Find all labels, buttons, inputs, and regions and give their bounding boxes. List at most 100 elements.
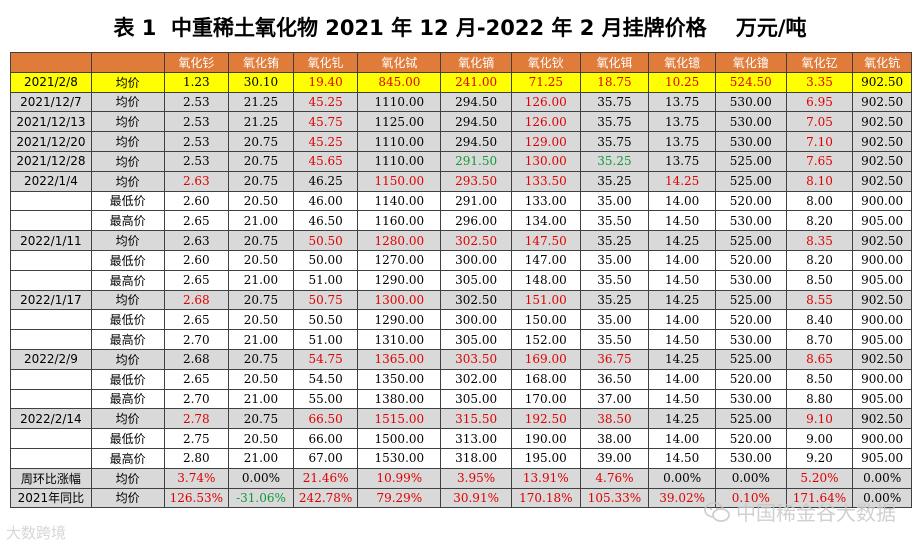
price-cell: 0.00% [228, 467, 294, 489]
price-cell: 50.50 [292, 309, 359, 331]
price-cell: 8.00 [785, 190, 854, 212]
price-cell: 530.00 [714, 447, 787, 469]
price-cell: 296.00 [440, 210, 512, 232]
price-cell: 905.00 [852, 329, 912, 350]
price-cell: 14.25 [648, 170, 716, 192]
price-cell: 79.29% [357, 487, 442, 509]
price-cell: 126.00 [510, 91, 581, 113]
price-cell: 525.00 [714, 150, 787, 172]
price-cell: 302.50 [440, 289, 512, 311]
price-cell: 905.00 [852, 447, 912, 469]
price-cell: 845.00 [357, 71, 442, 93]
row-type-cell: 均价 [90, 71, 165, 93]
price-cell: 66.50 [292, 408, 359, 430]
row-date-cell: 2022/1/11 [10, 230, 92, 251]
price-cell: 300.00 [440, 249, 512, 271]
header-cell: 氧化钪 [852, 52, 912, 73]
price-cell: 50.00 [292, 249, 359, 271]
price-cell: 302.50 [440, 230, 512, 251]
table-row: 2021/12/7 均价 2.53 21.25 45.25 1110.00 294.50 12… [10, 91, 912, 113]
price-cell: 170.00 [510, 388, 581, 410]
row-date-cell: 2021/2/8 [10, 71, 92, 93]
header-cell: 氧化铒 [579, 52, 650, 73]
price-cell: 315.50 [440, 408, 512, 430]
price-cell: 530.00 [714, 269, 787, 291]
price-cell: 14.25 [648, 230, 716, 251]
row-type-cell: 均价 [90, 150, 165, 172]
price-cell: 2.63 [163, 230, 230, 251]
table-row: 2022/1/4 均价 2.63 20.75 46.25 1150.00 293.50 133… [10, 170, 912, 192]
row-type-cell: 均价 [90, 91, 165, 113]
row-type-cell: 最低价 [90, 428, 165, 449]
price-cell: 900.00 [852, 309, 912, 331]
price-cell: 303.50 [440, 348, 512, 370]
price-cell: 45.65 [292, 150, 359, 172]
price-cell: 524.50 [714, 71, 787, 93]
price-table: 氧化钐 氧化铕 氧化钆 氧化铽 氧化镝 氧化钬 氧化铒 氧化镱 氧化镥 氧化钇 氧化钪 2021/2/… [10, 52, 912, 509]
price-cell: 134.00 [510, 210, 581, 232]
price-cell: 525.00 [714, 348, 787, 370]
price-cell: 520.00 [714, 368, 787, 390]
price-cell: 318.00 [440, 447, 512, 469]
price-cell: 1530.00 [357, 447, 442, 469]
price-cell: 525.00 [714, 170, 787, 192]
price-cell: 525.00 [714, 289, 787, 311]
price-cell: 20.50 [228, 428, 294, 449]
price-cell: 8.40 [785, 309, 854, 331]
price-cell: 35.00 [579, 190, 650, 212]
row-date-cell: 2021/12/13 [10, 111, 92, 133]
price-cell: 46.50 [292, 210, 359, 232]
header-cell: 氧化钐 [163, 52, 230, 73]
price-cell: 7.05 [785, 111, 854, 133]
price-cell: 1110.00 [357, 91, 442, 113]
price-cell: 147.50 [510, 230, 581, 251]
price-cell: 170.18% [510, 487, 581, 509]
table-title: 表 1 中重稀土氧化物 2021 年 12 月-2022 年 2 月挂牌价格 万… [113, 16, 807, 40]
price-cell: 195.00 [510, 447, 581, 469]
row-date-cell [10, 329, 92, 350]
price-cell: 905.00 [852, 388, 912, 410]
price-cell: 8.20 [785, 210, 854, 232]
row-date-cell: 2021/12/28 [10, 150, 92, 172]
price-cell: 291.50 [440, 150, 512, 172]
row-date-cell [10, 428, 92, 449]
price-cell: 30.91% [440, 487, 512, 509]
price-cell: 7.10 [785, 131, 854, 152]
table-row: 2022/1/11 均价 2.63 20.75 50.50 1280.00 302.50 14… [10, 230, 912, 251]
price-cell: 30.10 [228, 71, 294, 93]
price-cell: 21.00 [228, 210, 294, 232]
price-cell: 520.00 [714, 190, 787, 212]
price-cell: 51.00 [292, 329, 359, 350]
price-cell: 20.75 [228, 408, 294, 430]
price-cell: 905.00 [852, 269, 912, 291]
table-row: 2021/12/20 均价 2.53 20.75 45.25 1110.00 294.50 1… [10, 131, 912, 152]
price-cell: 530.00 [714, 111, 787, 133]
watermark-left: 大数跨境 [6, 522, 66, 543]
price-cell: 4.76% [579, 467, 650, 489]
row-date-cell: 2021/12/7 [10, 91, 92, 113]
price-cell: 14.50 [648, 210, 716, 232]
price-cell: 1380.00 [357, 388, 442, 410]
price-cell: 21.00 [228, 329, 294, 350]
price-cell: 902.50 [852, 131, 912, 152]
price-cell: 242.78% [292, 487, 359, 509]
price-cell: 14.50 [648, 388, 716, 410]
row-date-cell: 周环比涨幅 [10, 467, 92, 489]
price-cell: 2.70 [163, 329, 230, 350]
price-cell: 35.25 [579, 230, 650, 251]
price-cell: 2.65 [163, 309, 230, 331]
price-cell: 530.00 [714, 91, 787, 113]
price-cell: 1110.00 [357, 131, 442, 152]
price-cell: 35.50 [579, 269, 650, 291]
price-cell: 21.00 [228, 269, 294, 291]
price-cell: 902.50 [852, 91, 912, 113]
price-cell: 45.25 [292, 91, 359, 113]
price-cell: 50.75 [292, 289, 359, 311]
row-type-cell: 均价 [90, 348, 165, 370]
price-cell: 105.33% [579, 487, 650, 509]
row-date-cell: 2021年同比 [10, 487, 92, 509]
price-cell: 152.00 [510, 329, 581, 350]
table-row: 最高价 2.70 21.00 51.00 1310.00 305.00 152.00 35.5… [10, 329, 912, 350]
price-cell: 9.00 [785, 428, 854, 449]
price-cell: 902.50 [852, 111, 912, 133]
